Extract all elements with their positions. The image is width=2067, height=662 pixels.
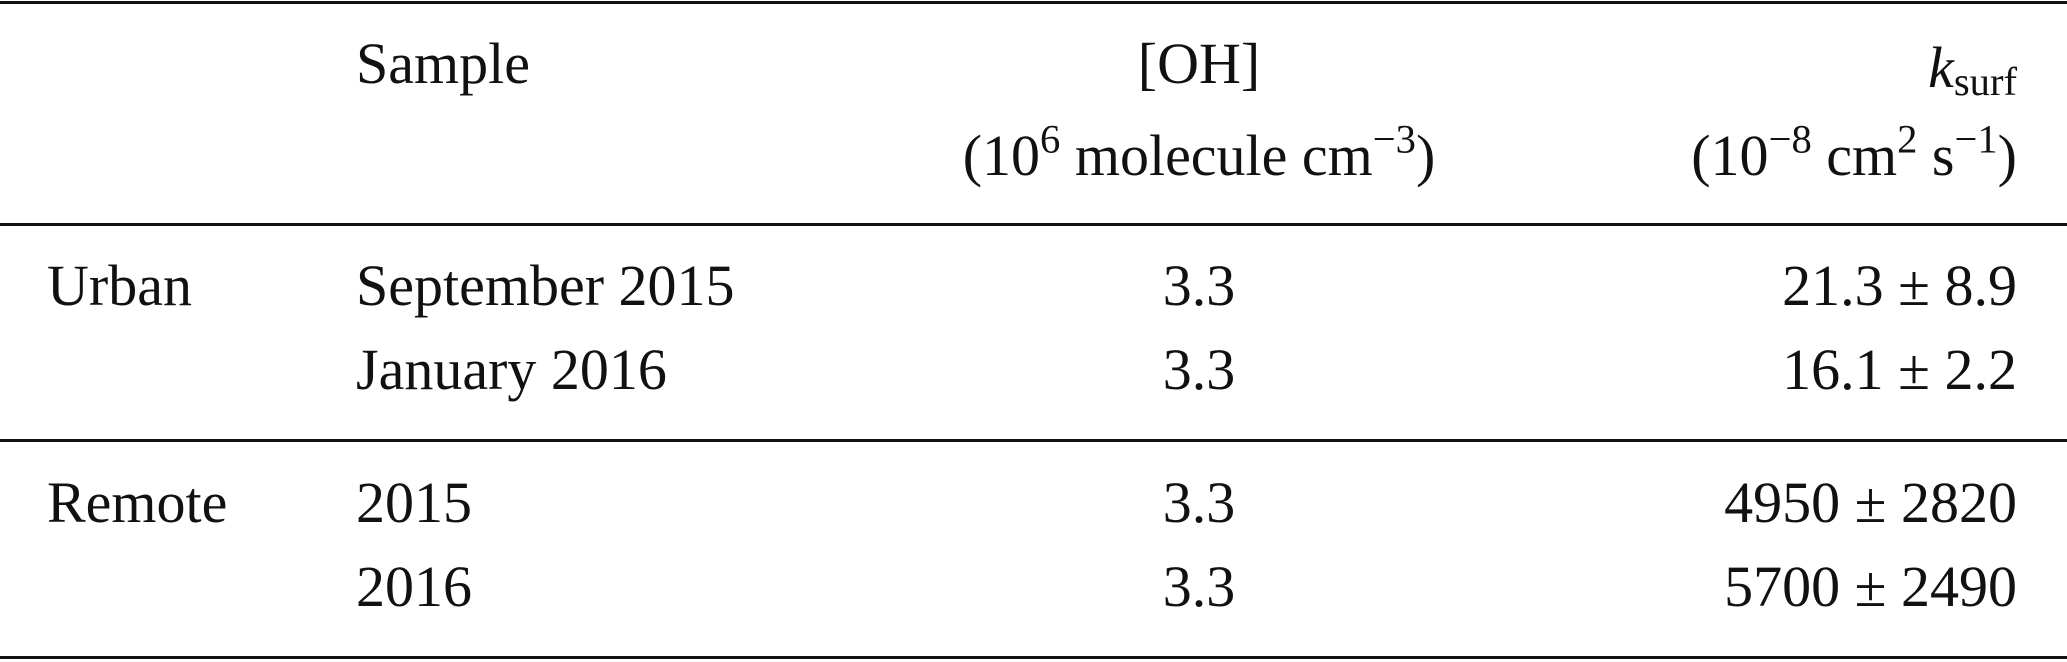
header-k-unit: (10−8 cm2 s−1) bbox=[1691, 119, 2017, 185]
oh-cell: 3.3 bbox=[1162, 253, 1236, 318]
sample-cell: 2015 bbox=[356, 470, 472, 535]
k-symbol: k bbox=[1928, 35, 1954, 100]
group-rule bbox=[0, 439, 2067, 442]
unit-text: cm bbox=[1811, 123, 1898, 188]
group-label: Urban bbox=[47, 253, 192, 318]
k-surf-cell: 16.1 ± 2.2 bbox=[1782, 337, 2017, 402]
unit-exponent: −8 bbox=[1768, 116, 1812, 162]
oh-cell: 3.3 bbox=[1162, 470, 1236, 535]
header-sample: Sample bbox=[356, 31, 530, 96]
sample-cell: 2016 bbox=[356, 554, 472, 619]
unit-exponent: −3 bbox=[1372, 116, 1416, 162]
k-subscript: surf bbox=[1953, 59, 2017, 105]
header-oh: [OH] bbox=[1137, 31, 1261, 96]
sample-cell: September 2015 bbox=[356, 253, 735, 318]
unit-text: (10 bbox=[1691, 123, 1769, 188]
header-rule bbox=[0, 223, 2067, 226]
oh-cell: 3.3 bbox=[1162, 337, 1236, 402]
unit-text: ) bbox=[1415, 123, 1436, 188]
k-surf-cell: 21.3 ± 8.9 bbox=[1782, 253, 2017, 318]
k-surf-cell: 4950 ± 2820 bbox=[1724, 470, 2017, 535]
unit-text: (10 bbox=[962, 123, 1041, 188]
header-oh-unit: (106 molecule cm−3) bbox=[963, 119, 1436, 185]
sample-cell: January 2016 bbox=[356, 337, 667, 402]
bottom-rule bbox=[0, 656, 2067, 659]
unit-exponent: 6 bbox=[1040, 116, 1061, 162]
unit-text: molecule cm bbox=[1060, 123, 1373, 188]
k-surf-cell: 5700 ± 2490 bbox=[1724, 554, 2017, 619]
unit-text: ) bbox=[1997, 123, 2017, 188]
oh-cell: 3.3 bbox=[1162, 554, 1236, 619]
unit-exponent: 2 bbox=[1897, 116, 1918, 162]
unit-exponent: −1 bbox=[1954, 116, 1998, 162]
group-label: Remote bbox=[47, 470, 228, 535]
unit-text: s bbox=[1917, 123, 1955, 188]
top-rule bbox=[0, 1, 2067, 4]
header-k-surf: ksurf bbox=[1928, 39, 2017, 102]
